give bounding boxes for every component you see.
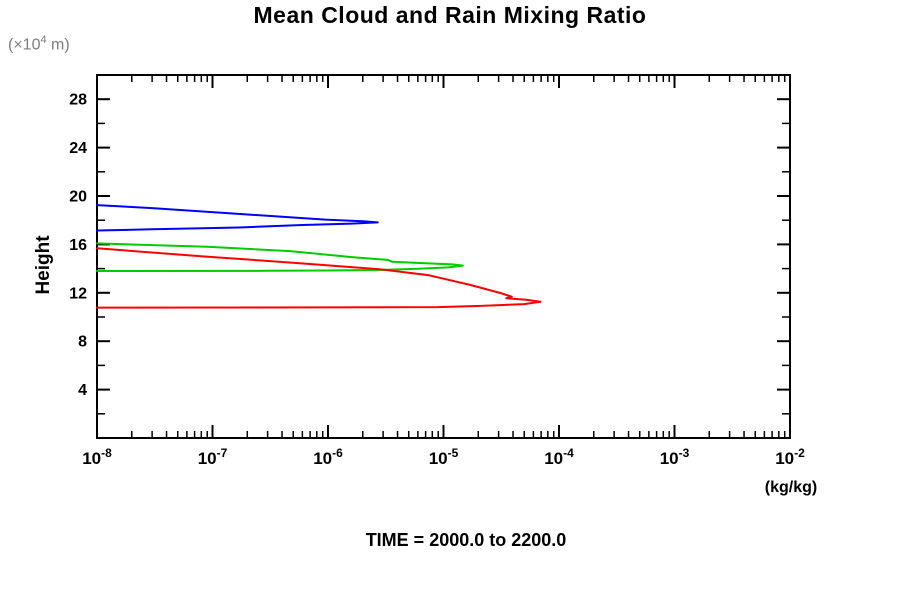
- chart-title: Mean Cloud and Rain Mixing Ratio: [253, 2, 647, 28]
- x-tick-label: 10-6: [313, 446, 343, 468]
- y-axis-unit-suffix: m): [46, 36, 70, 54]
- x-tick-label: 10-3: [660, 446, 690, 468]
- x-tick-label: 10-5: [429, 446, 459, 468]
- y-tick-label: 16: [69, 237, 87, 254]
- y-tick-label: 8: [78, 334, 87, 351]
- series-red-line: [96, 247, 542, 309]
- x-tick-label: 10-4: [544, 446, 574, 468]
- y-tick-label: 20: [69, 189, 87, 206]
- y-axis-unit-exponent: 4: [40, 34, 47, 46]
- y-tick-label: 24: [69, 140, 87, 157]
- time-range-label: TIME = 2000.0 to 2200.0: [365, 530, 567, 550]
- series-green-line: [96, 242, 464, 272]
- y-axis-unit: (×104 m): [8, 34, 70, 54]
- y-axis-unit-prefix: (×10: [8, 36, 41, 54]
- x-axis-unit: (kg/kg): [765, 479, 817, 496]
- y-axis-ticks: 4 8 12 16 20 24 28: [69, 92, 790, 415]
- y-tick-label: 12: [69, 285, 87, 302]
- x-tick-label: 10-7: [198, 446, 228, 468]
- y-tick-label: 28: [69, 92, 87, 109]
- x-tick-label: 10-2: [775, 446, 805, 468]
- x-tick-label: 10-8: [82, 446, 112, 468]
- y-tick-label: 4: [78, 382, 87, 399]
- x-axis-ticks: 10-8 10-7 10-6 10-5 10-4 10-3 10-2: [82, 75, 805, 468]
- series-blue-line: [96, 204, 379, 232]
